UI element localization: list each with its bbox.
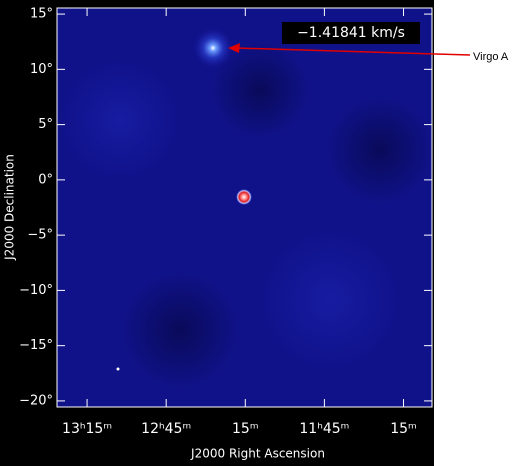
source-virgo-a <box>193 28 233 68</box>
y-tick-label: 10° <box>30 62 53 77</box>
x-tick-label: 15ᵐ <box>232 421 259 437</box>
noise <box>325 95 435 205</box>
x-tick-label: 11ʰ45ᵐ <box>299 421 349 437</box>
x-tick-label: 13ʰ15ᵐ <box>62 421 112 437</box>
y-tick-label: −10° <box>19 283 53 298</box>
y-tick-label: −20° <box>19 393 53 408</box>
source <box>236 189 252 205</box>
annotation-arrow <box>235 47 471 56</box>
noise <box>260 230 400 370</box>
y-tick-label: −15° <box>19 338 53 353</box>
frame <box>56 7 433 408</box>
noise <box>60 60 180 180</box>
sky-image: −1.41841 km/s <box>56 7 435 408</box>
velocity-box <box>282 22 420 44</box>
y-axis-label: J2000 Declination <box>3 154 17 261</box>
x-tick-label: 15ᵐ <box>390 421 417 437</box>
noise <box>210 40 310 140</box>
x-tick-label: 12ʰ45ᵐ <box>141 421 191 437</box>
velocity-label: −1.41841 km/s <box>297 25 405 41</box>
x-axis-label: J2000 Right Ascension <box>190 447 325 461</box>
source <box>116 367 120 371</box>
noise <box>120 270 240 390</box>
y-tick-label: 0° <box>38 172 53 187</box>
y-tick-label: 15° <box>30 7 53 22</box>
y-tick-label: 5° <box>38 117 53 132</box>
y-tick-label: −5° <box>27 228 53 243</box>
annotation: Virgo A <box>473 51 509 63</box>
arrow-head <box>228 43 240 53</box>
